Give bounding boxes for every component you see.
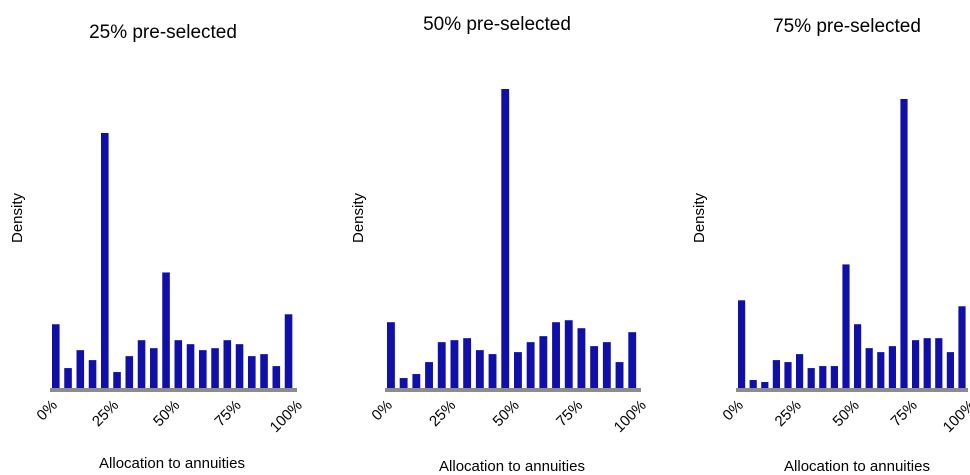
bar	[958, 306, 966, 388]
bar	[590, 346, 599, 388]
bar	[284, 314, 293, 388]
bar	[552, 322, 560, 388]
bar	[615, 362, 624, 388]
bar	[628, 332, 637, 388]
y-axis-label: Density	[9, 192, 26, 243]
x-tick-label: 25%	[89, 397, 122, 430]
chart-title: 75% pre-selected	[773, 16, 921, 37]
chart-title: 25% pre-selected	[89, 22, 237, 43]
x-tick-label: 50%	[150, 397, 183, 430]
bar	[900, 99, 908, 388]
chart-panel-25: 25% pre-selected Density Allocation to a…	[9, 22, 306, 472]
bar	[76, 350, 85, 388]
x-tick-label: 100%	[267, 397, 306, 436]
x-tick-label: 100%	[611, 397, 650, 436]
y-axis-label: Density	[350, 192, 367, 243]
x-tick-label: 25%	[426, 397, 459, 430]
bar	[186, 344, 195, 388]
bar	[113, 372, 121, 388]
bar	[450, 340, 459, 388]
chart-panel-50: 50% pre-selected Density Allocation to a…	[350, 14, 650, 475]
bar	[399, 378, 408, 388]
bar	[248, 356, 256, 389]
bar	[564, 320, 573, 388]
bar	[162, 272, 170, 388]
bar	[437, 342, 446, 388]
bar	[137, 340, 146, 388]
bar	[412, 374, 421, 388]
y-axis-label: Density	[691, 192, 708, 243]
bar	[475, 350, 484, 388]
bar	[88, 360, 97, 388]
bar	[539, 336, 548, 388]
bar	[150, 348, 158, 388]
x-tick-label: 50%	[490, 397, 523, 430]
bar	[101, 133, 109, 388]
x-tick-label: 75%	[553, 397, 586, 430]
x-axis-label: Allocation to annuities	[99, 455, 245, 472]
bar	[577, 328, 586, 388]
bar	[761, 382, 769, 388]
bar	[738, 300, 746, 388]
x-tick-label: 50%	[830, 397, 863, 430]
bar	[854, 324, 862, 388]
bar	[64, 368, 72, 388]
x-axis-label: Allocation to annuities	[439, 458, 585, 475]
bar	[877, 352, 885, 388]
bar	[501, 89, 510, 388]
bar	[784, 362, 792, 388]
bar	[749, 380, 757, 388]
x-axis-label: Allocation to annuities	[784, 458, 930, 475]
bar	[842, 264, 850, 388]
x-tick-label: 0%	[33, 397, 60, 424]
bar	[174, 340, 183, 388]
bar	[888, 346, 896, 388]
bar-group	[738, 99, 966, 388]
x-tick-label: 25%	[772, 397, 805, 430]
bar	[52, 324, 60, 388]
bar	[199, 350, 207, 388]
bar	[223, 340, 232, 388]
bar	[387, 322, 395, 388]
bar	[796, 354, 804, 388]
bar-group	[52, 133, 293, 389]
x-tick-group: 0% 25% 50% 75% 100%	[33, 397, 305, 436]
bar	[807, 368, 815, 388]
x-tick-group: 0% 25% 50% 75% 100%	[368, 397, 649, 436]
bar	[425, 362, 433, 388]
bar	[463, 338, 472, 388]
bar	[488, 354, 497, 388]
bar	[935, 338, 943, 388]
bar	[923, 338, 931, 388]
bar	[211, 348, 219, 388]
chart-panel-75: 75% pre-selected Density Allocation to a…	[691, 16, 970, 475]
bar	[912, 340, 920, 388]
x-tick-label: 0%	[719, 397, 746, 424]
x-tick-group: 0% 25% 50% 75% 100%	[719, 397, 970, 436]
bar	[514, 352, 522, 388]
x-tick-label: 75%	[211, 397, 244, 430]
x-tick-label: 0%	[368, 397, 395, 424]
bar-group	[387, 89, 637, 388]
x-tick-label: 75%	[888, 397, 921, 430]
x-tick-label: 100%	[940, 397, 970, 436]
bar	[526, 342, 535, 388]
bar	[125, 356, 134, 389]
chart-title: 50% pre-selected	[423, 14, 571, 35]
bar	[235, 344, 244, 388]
bar	[830, 366, 838, 388]
bar	[272, 366, 281, 388]
bar	[260, 354, 268, 388]
bar	[946, 352, 954, 388]
bar	[772, 360, 780, 388]
bar	[865, 348, 873, 388]
bar	[602, 342, 611, 388]
bar	[819, 366, 827, 388]
